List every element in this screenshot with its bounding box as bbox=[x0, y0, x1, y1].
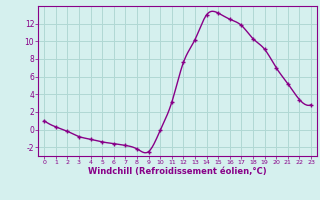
X-axis label: Windchill (Refroidissement éolien,°C): Windchill (Refroidissement éolien,°C) bbox=[88, 167, 267, 176]
